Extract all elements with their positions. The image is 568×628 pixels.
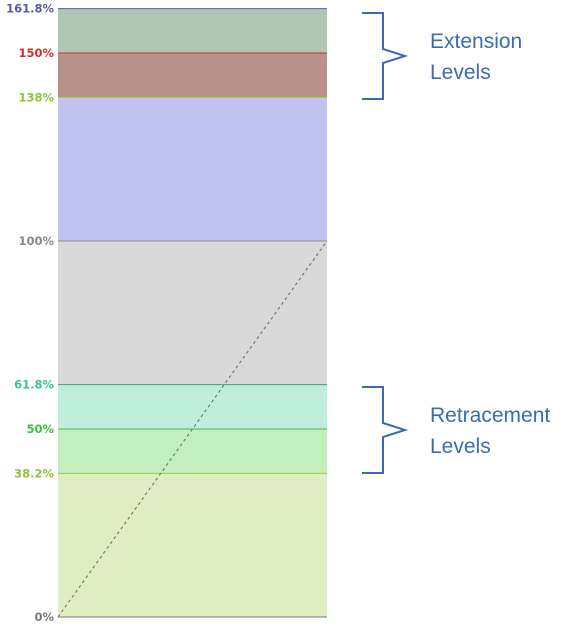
level-labels: 161.8% 150% 138% 100% 61.8% 50% 38.2% 0%: [6, 2, 54, 624]
band-50-61.8: [58, 384, 327, 429]
level-label-161-8pct: 161.8%: [6, 2, 54, 16]
extension-brace: [362, 12, 409, 100]
extension-label-line1: Extension: [430, 30, 522, 53]
band-61.8-100: [58, 241, 327, 385]
retracement-brace: [362, 386, 409, 474]
band-138.2-150: [58, 53, 327, 98]
retracement-label-line2: Levels: [430, 435, 491, 458]
band-100-138.2: [58, 97, 327, 241]
band-0-38.2: [58, 473, 327, 617]
level-label-0pct: 0%: [34, 610, 54, 624]
level-label-50pct: 50%: [26, 422, 54, 436]
level-lines: [58, 8, 327, 618]
level-label-138pct: 138%: [18, 90, 54, 104]
retracement-label-line1: Retracement: [430, 404, 550, 427]
band-150-161.8: [58, 8, 327, 53]
extension-label-line2: Levels: [430, 61, 491, 84]
level-bands: [58, 8, 327, 617]
band-38.2-50: [58, 429, 327, 474]
level-label-100pct: 100%: [18, 234, 54, 248]
level-label-150pct: 150%: [18, 46, 54, 60]
trend-line: [57, 240, 328, 618]
level-label-61-8pct: 61.8%: [14, 378, 54, 392]
level-label-38-2pct: 38.2%: [14, 466, 54, 480]
